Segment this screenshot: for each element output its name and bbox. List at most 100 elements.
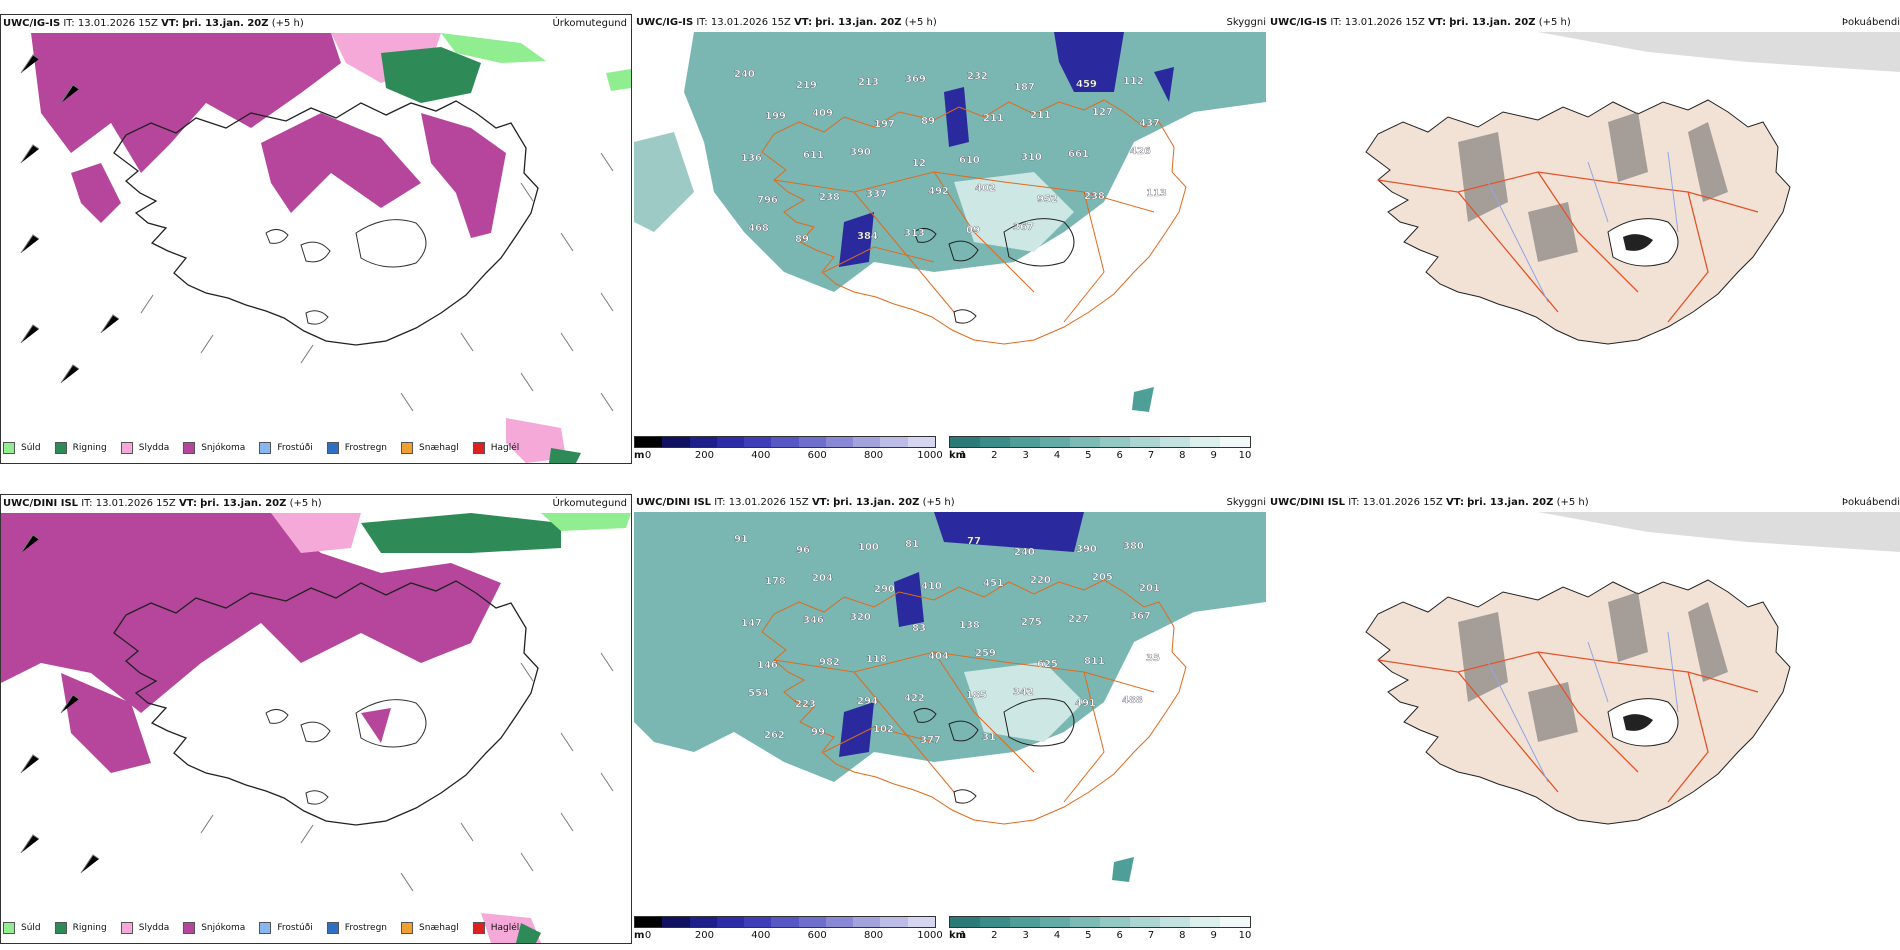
precip-legend-row2: Súld Rigning Slydda Snjókoma Frostúði Frostre…: [3, 919, 533, 937]
colorbar-step: [1220, 917, 1250, 927]
cloud-base-value: 220: [1030, 575, 1051, 586]
cloud-base-value: 346: [803, 615, 824, 626]
roads: [761, 99, 1187, 345]
colorbar-step: [825, 437, 854, 447]
cloud-base-value: 491: [1075, 698, 1096, 709]
cloud-base-value: 118: [866, 654, 887, 665]
visibility-colorbar-row1: km 1 2 3 4 5 6 7 8 9 10: [949, 436, 1251, 462]
cloud-base-value: 451: [983, 578, 1004, 589]
colorbar-tick: 6: [1116, 450, 1123, 461]
cloud-base-numbers: 240 219 213 369 232 187 459 112 199 409 197 89 211 21…: [734, 69, 1167, 245]
legend-item: Rigning: [54, 922, 107, 934]
cloud-base-value: 201: [1139, 583, 1160, 594]
cloud-title-row1: UWC/IG-IS IT: 13.01.2026 15Z VT: þri. 13…: [636, 17, 937, 28]
colorbar-tick: 200: [694, 930, 714, 941]
precip-panel-row1: UWC/IG-IS IT: 13.01.2026 15Z VT: þri. 13…: [0, 14, 632, 464]
colorbar-step: [1160, 917, 1190, 927]
cloud-base-value: 313: [904, 228, 925, 239]
cloud-base-value: 205: [1092, 572, 1113, 583]
cloud-base-value: 390: [1076, 544, 1097, 555]
legend-item: Súld: [3, 922, 41, 934]
cloud-base-value: 410: [921, 581, 942, 592]
legend-swatch: [120, 922, 133, 934]
cloud-base-value: 384: [857, 231, 878, 242]
colorbar-tick: 1000: [917, 450, 943, 461]
legend-swatch: [259, 922, 272, 934]
legend-item: Haglél: [472, 442, 519, 454]
legend-swatch: [401, 442, 414, 454]
colorbar-unit: m: [634, 930, 645, 941]
cloud-base-value: 12: [912, 158, 926, 169]
cloud-base-value: 290: [874, 584, 895, 595]
legend-swatch: [326, 442, 339, 454]
colorbar-step: [1070, 917, 1100, 927]
legend-item: Snæhagl: [401, 922, 459, 934]
cloud-map-row2: 91 96 100 81 77 240 390 380 178 204 290 410 451 220 20…: [634, 512, 1266, 882]
legend-label: Snjókoma: [201, 443, 246, 453]
colorbar-tick: 9: [1210, 450, 1217, 461]
rain-region: [361, 513, 561, 943]
legend-item: Frostregn: [326, 922, 388, 934]
cloud-base-value: 113: [1146, 188, 1167, 199]
colorbar-step: [689, 437, 717, 447]
cloud-base-value: 320: [850, 612, 871, 623]
colorbar-tick: 10: [1238, 930, 1252, 941]
legend-item: Haglél: [472, 922, 519, 934]
cloud-base-value: 661: [1068, 149, 1089, 160]
cloud-base-value: 625: [1037, 659, 1058, 670]
colorbar-strip: [634, 436, 936, 448]
colorbar-tick: 6: [1116, 930, 1123, 941]
colorbar-step: [635, 917, 663, 927]
cloud-base-value: 367: [1130, 611, 1151, 622]
cloud-base-value: 367: [1013, 222, 1034, 233]
legend-swatch: [472, 442, 485, 454]
cloud-base-value: 112: [1123, 76, 1144, 87]
cloud-base-value: 426: [1130, 146, 1151, 157]
colorbar-step: [980, 437, 1010, 447]
cloud-base-value: 99: [811, 727, 825, 738]
cloud-base-value: 369: [905, 74, 926, 85]
legend-item: Frostregn: [326, 442, 387, 454]
colorbar-step: [1130, 917, 1160, 927]
fog-title-row1: UWC/IG-IS IT: 13.01.2026 15Z VT: þri. 13…: [1270, 17, 1571, 28]
legend-label: Frostregn: [344, 923, 388, 933]
colorbar-step: [1130, 437, 1160, 447]
colorbar-step: [825, 917, 854, 927]
colorbar-step: [689, 917, 717, 927]
cloud-base-value: 409: [812, 108, 833, 119]
colorbar-tick: 3: [1022, 930, 1029, 941]
colorbar-step: [1010, 437, 1040, 447]
visibility-colorbar-row2: km 1 2 3 4 5 6 7 8 9 10: [949, 916, 1252, 942]
precip-legend-row1: Súld Rigning Slydda Snjókoma Frostúði Frostre…: [3, 439, 533, 457]
precip-panel-row2: UWC/DINI ISL IT: 13.01.2026 15Z VT: þri.…: [0, 494, 632, 944]
cloud-base-value: 377: [920, 735, 941, 746]
cloud-base-value: 492: [928, 186, 949, 197]
colorbar-step: [798, 437, 826, 447]
cloud-base-value: 96: [796, 545, 810, 556]
colorbar-step: [880, 917, 908, 927]
colorbar-unit: km: [949, 930, 967, 941]
cloud-base-value: 102: [873, 724, 894, 735]
legend-item: Rigning: [54, 442, 107, 454]
colorbar-tick: 8: [1179, 930, 1186, 941]
cloud-base-value: 83: [912, 623, 926, 634]
cloud-base-value: 204: [812, 573, 833, 584]
colorbar-tick: 600: [807, 450, 827, 461]
colorbar-step: [950, 917, 980, 927]
drizzle-region: [441, 33, 631, 91]
precip-type-label-row1: Úrkomutegund: [552, 18, 627, 29]
colorbar-step: [662, 437, 690, 447]
cloud-base-value: 199: [765, 111, 786, 122]
legend-swatch: [54, 922, 67, 934]
colorbar-tick: 0: [644, 450, 652, 461]
colorbar-tick: 600: [807, 930, 827, 941]
legend-label: Snæhagl: [419, 443, 459, 453]
fog-index-label-row2: Þokuábendi: [1841, 497, 1900, 508]
cloud-base-value: 136: [741, 153, 762, 164]
legend-label: Súld: [21, 923, 41, 933]
cloud-base-value: 275: [1021, 617, 1042, 628]
cloud-base-value: 09: [966, 225, 980, 236]
cloud-panel-row1: UWC/IG-IS IT: 13.01.2026 15Z VT: þri. 13…: [634, 14, 1266, 464]
legend-swatch: [3, 922, 15, 934]
colorbar-tick: 9: [1210, 930, 1217, 941]
